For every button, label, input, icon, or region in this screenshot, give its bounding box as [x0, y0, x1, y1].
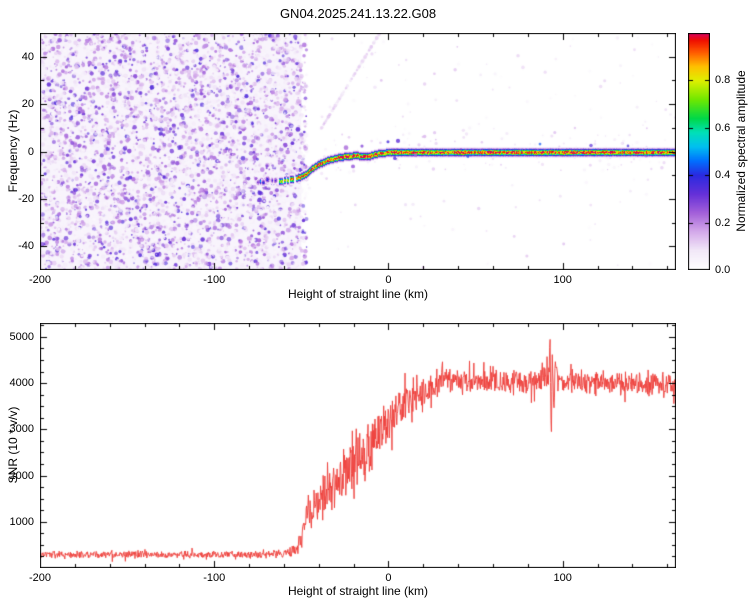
figure-title: GN04.2025.241.13.22.G08 — [279, 6, 437, 21]
colorbar-canvas — [688, 33, 710, 270]
colorbar-tick-label: 0.4 — [715, 169, 731, 182]
snr-x-axis-label: Height of straight line (km) — [287, 584, 429, 598]
spectrogram-canvas — [40, 33, 676, 270]
snr-y-tick-label: 1000 — [9, 515, 34, 528]
snr-x-tick-label: 100 — [553, 572, 572, 584]
snr-x-tick-label: -200 — [28, 572, 52, 584]
snr-y-tick-label: 3000 — [9, 423, 34, 436]
spectrogram-x-axis-label: Height of straight line (km) — [287, 287, 429, 301]
snr-line-canvas — [40, 323, 676, 568]
snr-x-tick-label: -100 — [203, 572, 226, 584]
spectrogram-y-tick-label: -40 — [18, 240, 34, 253]
snr-y-tick-label: 2000 — [9, 469, 34, 482]
spectrogram-x-tick-label: -100 — [203, 274, 226, 286]
colorbar-tick-label: 0.6 — [715, 121, 731, 134]
colorbar-tick-label: 0.2 — [715, 216, 731, 229]
spectrogram-y-tick-label: -20 — [18, 192, 34, 205]
spectrogram-y-tick-label: 40 — [21, 50, 34, 63]
snr-y-tick-label: 5000 — [9, 330, 34, 343]
colorbar-tick-label: 0.0 — [715, 264, 731, 276]
colorbar-tick-label: 0.8 — [715, 74, 731, 87]
snr-x-tick-label: 0 — [385, 572, 392, 584]
spectrogram-y-tick-label: 20 — [21, 98, 34, 111]
spectrogram-y-tick-label: 0 — [27, 145, 34, 158]
spectrogram-x-tick-label: 100 — [553, 274, 572, 286]
spectrogram-x-tick-label: 0 — [385, 274, 392, 286]
spectrogram-x-tick-label: -200 — [28, 274, 52, 286]
snr-y-tick-label: 4000 — [9, 377, 34, 390]
spectrogram-y-axis-label: Frequency (Hz) — [6, 109, 20, 193]
colorbar-label: Normalized spectral amplitude — [734, 70, 748, 232]
